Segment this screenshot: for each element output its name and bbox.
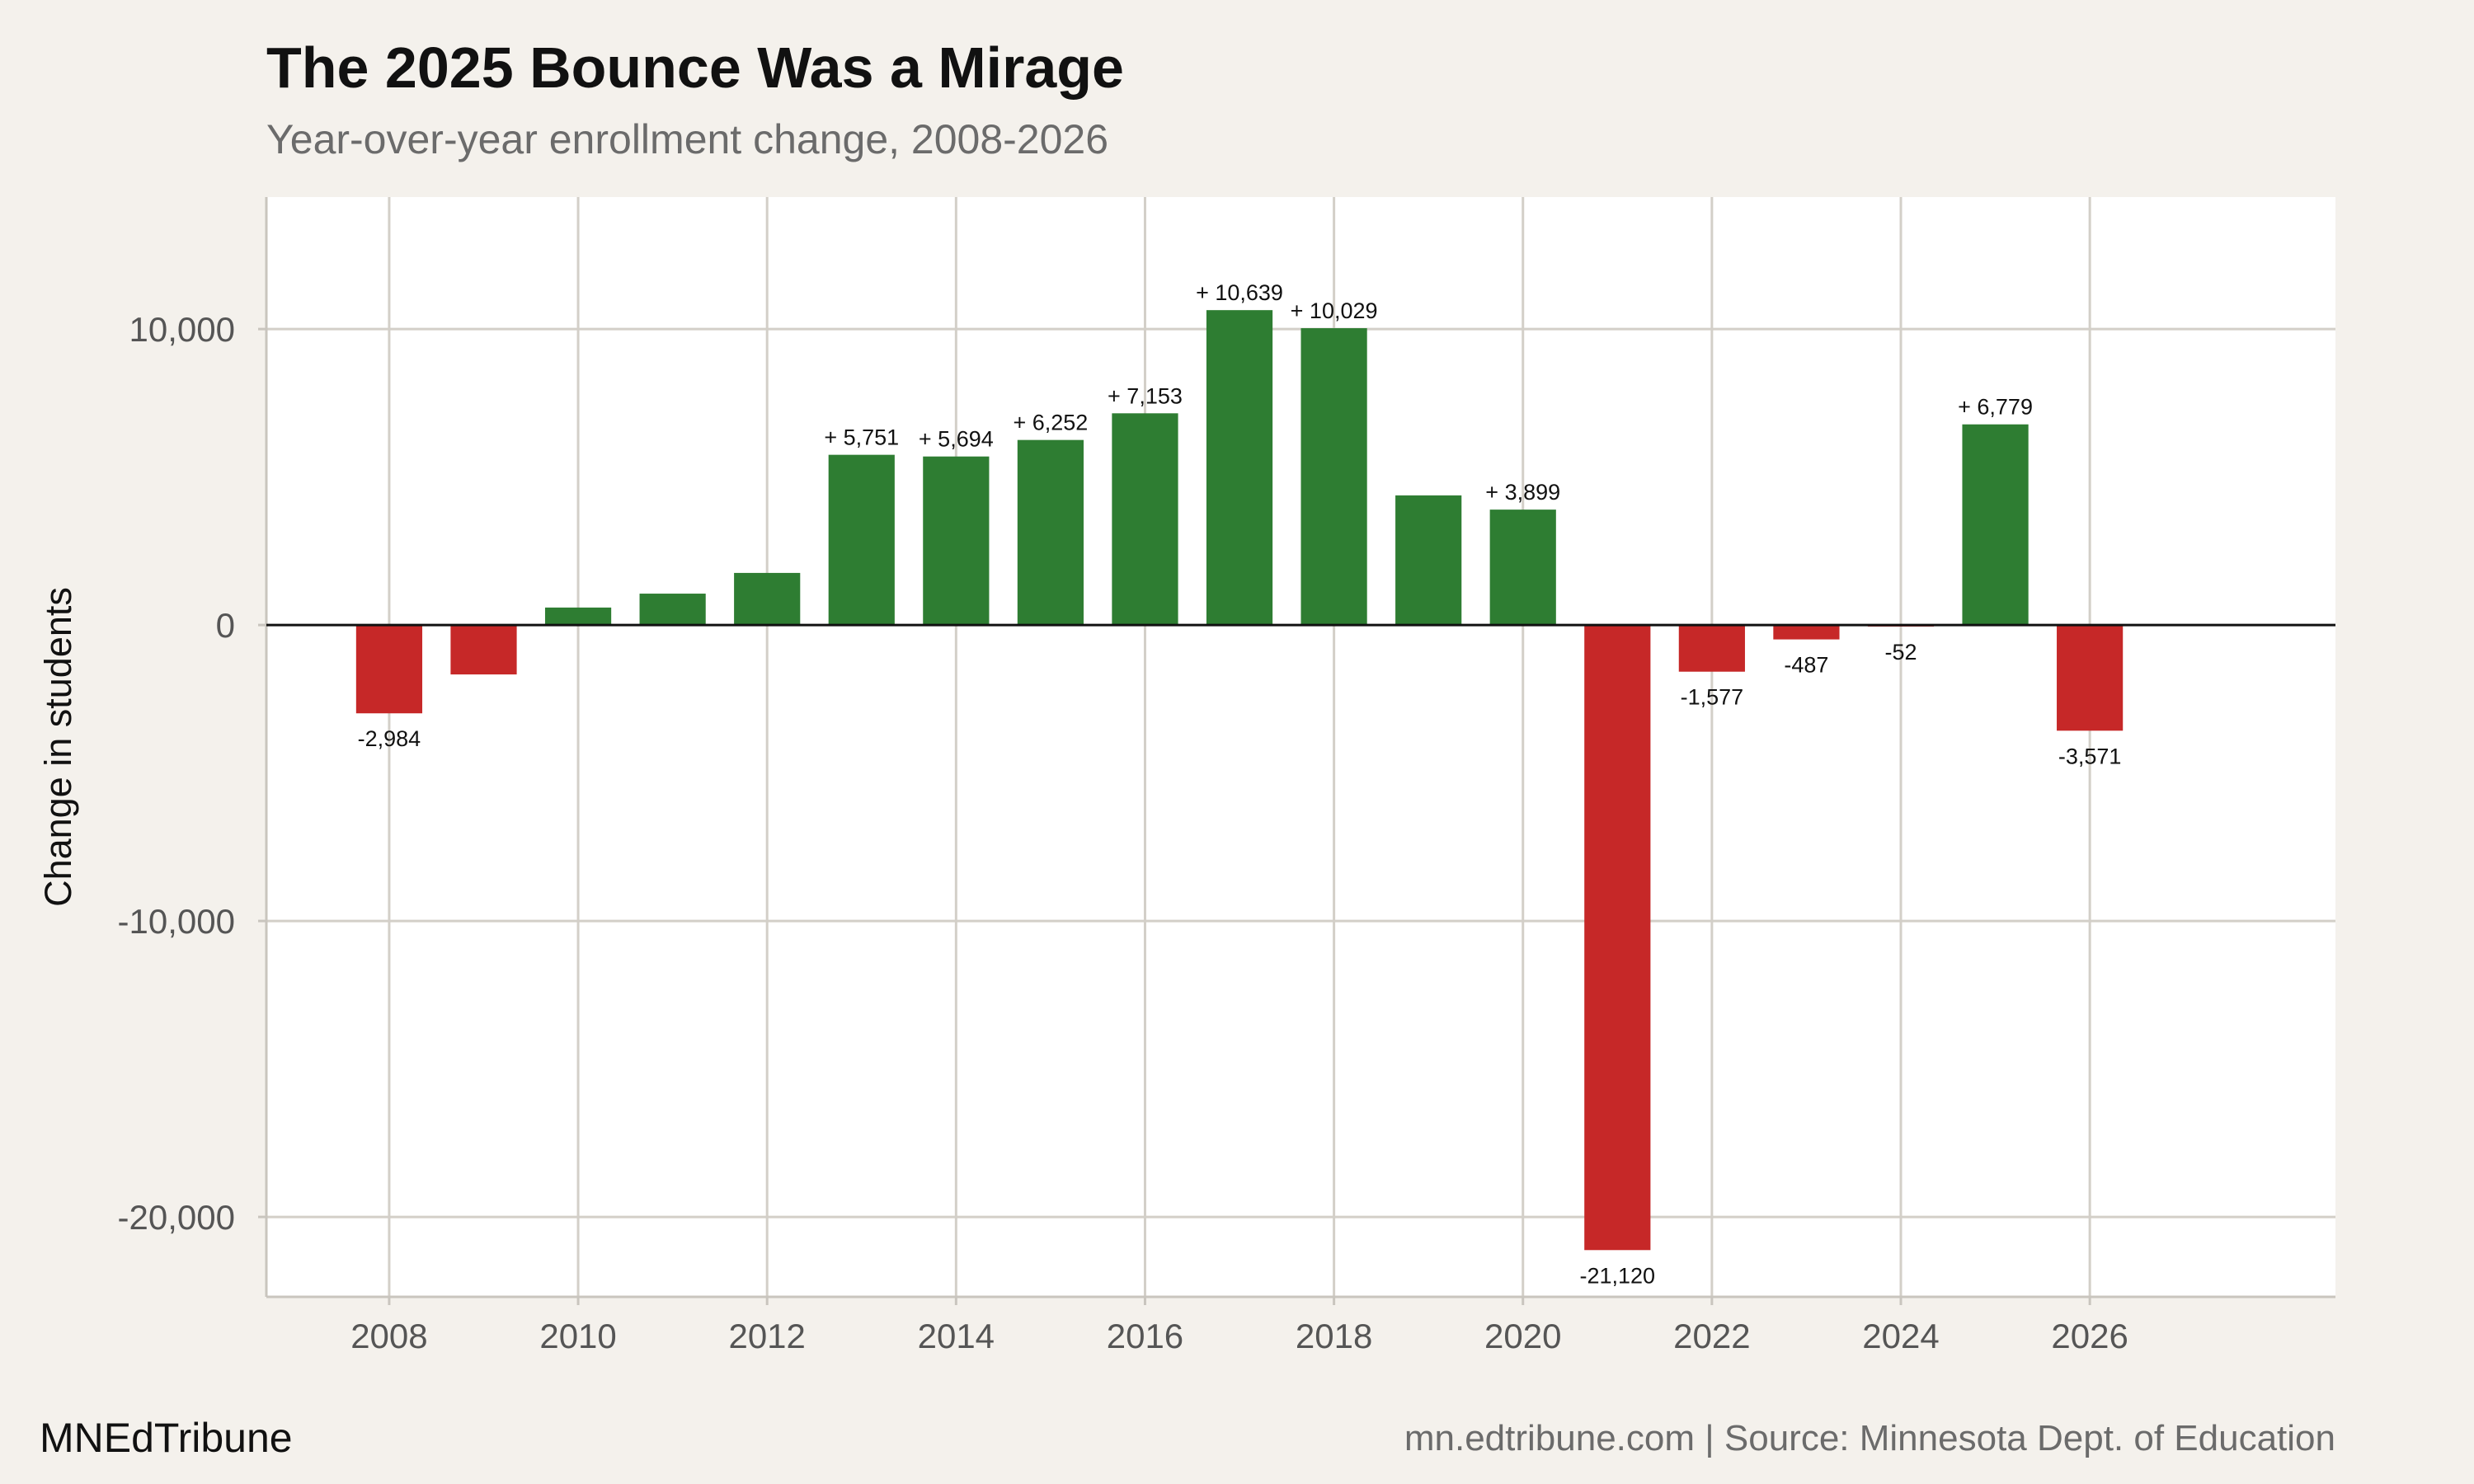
bar-2011 bbox=[639, 594, 706, 626]
data-label-2026: -3,571 bbox=[2058, 744, 2122, 768]
x-tick-label: 2012 bbox=[728, 1317, 805, 1355]
data-label-2016: + 7,153 bbox=[1108, 383, 1183, 408]
x-tick-label: 2018 bbox=[1296, 1317, 1372, 1355]
bar-2020 bbox=[1489, 510, 1556, 626]
bar-2010 bbox=[544, 607, 612, 626]
data-label-2025: + 6,779 bbox=[1958, 395, 2033, 420]
bar-2015 bbox=[1017, 439, 1084, 626]
x-tick-label: 2016 bbox=[1107, 1317, 1183, 1355]
bar-2009 bbox=[450, 625, 517, 675]
bar-2022 bbox=[1678, 625, 1745, 672]
bar-2008 bbox=[355, 625, 423, 714]
bar-2019 bbox=[1395, 495, 1462, 626]
x-tick-label: 2014 bbox=[918, 1317, 995, 1355]
data-label-2018: + 10,029 bbox=[1291, 298, 1378, 323]
bar-2026 bbox=[2057, 625, 2124, 731]
y-tick-label: 10,000 bbox=[129, 310, 235, 349]
bar-2023 bbox=[1773, 625, 1840, 640]
x-tick-label: 2026 bbox=[2051, 1317, 2128, 1355]
data-label-2017: + 10,639 bbox=[1196, 280, 1283, 305]
source-note: mn.edtribune.com | Source: Minnesota Dep… bbox=[1404, 1418, 2335, 1458]
chart-title: The 2025 Bounce Was a Mirage bbox=[266, 35, 1124, 100]
chart-subtitle: Year-over-year enrollment change, 2008-2… bbox=[266, 116, 1109, 162]
x-tick-label: 2008 bbox=[350, 1317, 427, 1355]
data-label-2013: + 5,751 bbox=[824, 425, 899, 450]
data-label-2024: -52 bbox=[1884, 640, 1917, 665]
bar-2016 bbox=[1112, 413, 1178, 626]
data-label-2022: -1,577 bbox=[1681, 685, 1744, 710]
bar-2018 bbox=[1300, 328, 1367, 626]
x-tick-label: 2022 bbox=[1673, 1317, 1750, 1355]
bar-2017 bbox=[1206, 310, 1273, 626]
data-label-2014: + 5,694 bbox=[919, 427, 994, 452]
y-tick-label: 0 bbox=[216, 606, 235, 645]
x-tick-label: 2024 bbox=[1862, 1317, 1939, 1355]
data-label-2008: -2,984 bbox=[358, 726, 421, 751]
brand-label: MNEdTribune bbox=[40, 1415, 293, 1461]
bar-2012 bbox=[734, 572, 801, 626]
bar-2025 bbox=[1962, 424, 2029, 626]
data-label-2015: + 6,252 bbox=[1013, 411, 1088, 435]
y-axis-title: Change in students bbox=[37, 587, 79, 907]
bar-2014 bbox=[923, 456, 990, 626]
data-label-2021: -21,120 bbox=[1580, 1263, 1656, 1288]
x-tick-label: 2010 bbox=[539, 1317, 616, 1355]
data-label-2020: + 3,899 bbox=[1485, 480, 1560, 505]
data-label-2023: -487 bbox=[1784, 653, 1828, 678]
y-tick-label: -20,000 bbox=[118, 1198, 235, 1237]
x-tick-label: 2020 bbox=[1484, 1317, 1561, 1355]
bar-2013 bbox=[828, 454, 895, 626]
y-tick-label: -10,000 bbox=[118, 902, 235, 941]
bar-2021 bbox=[1584, 625, 1651, 1251]
